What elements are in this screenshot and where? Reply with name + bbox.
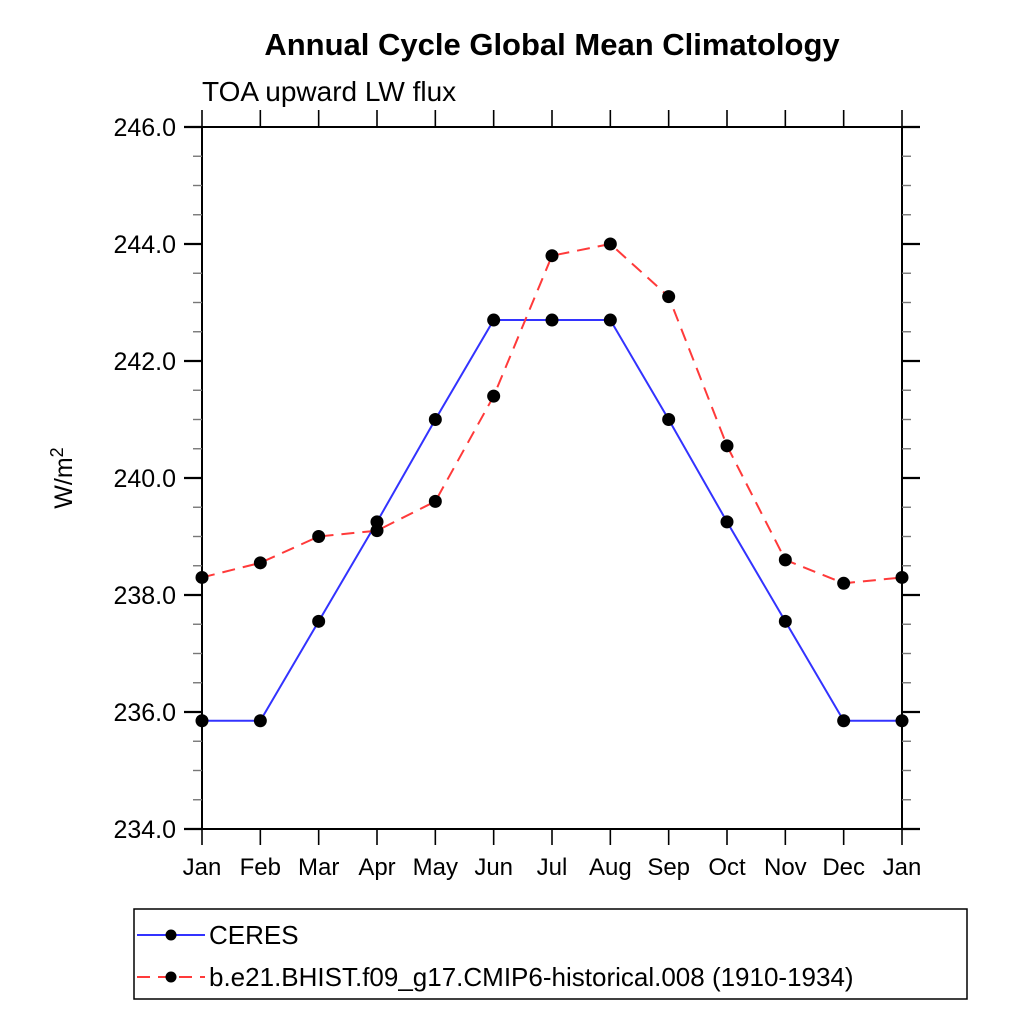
data-point-marker: [603, 237, 617, 251]
data-point-marker: [837, 714, 851, 728]
data-point-marker: [895, 570, 909, 584]
x-tick-label: Jan: [183, 854, 222, 881]
data-point-marker: [487, 313, 501, 327]
x-tick-label: Aug: [589, 854, 632, 881]
data-point-marker: [428, 413, 442, 426]
y-axis-title: W/m2: [47, 447, 78, 508]
x-tick-label: Jun: [474, 854, 513, 881]
chart-title: Annual Cycle Global Mean Climatology: [264, 27, 840, 62]
data-point-marker: [720, 515, 734, 529]
legend-marker: [165, 971, 177, 983]
data-point-marker: [312, 614, 326, 628]
y-tick-label: 246.0: [113, 114, 176, 142]
data-point-marker: [662, 413, 676, 426]
data-point-marker: [662, 290, 676, 304]
legend: CERES b.e21.BHIST.f09_g17.CMIP6-historica…: [133, 908, 968, 1000]
y-tick-label: 236.0: [113, 699, 176, 727]
data-point-marker: [778, 553, 792, 567]
series-line-model: [201, 242, 903, 585]
data-point-marker: [253, 714, 267, 728]
data-point-marker: [720, 439, 734, 453]
data-point-marker: [428, 494, 442, 508]
y-tick-label: 242.0: [113, 348, 176, 376]
y-tick-label: 244.0: [113, 231, 176, 259]
x-tick-label: May: [413, 854, 458, 881]
legend-label: b.e21.BHIST.f09_g17.CMIP6-historical.008…: [209, 962, 854, 992]
legend-label: CERES: [209, 920, 299, 950]
x-tick-label: Mar: [298, 854, 339, 881]
plot-area: 234.0 236.0 238.0 240.0 242.0 244.0 246.0 Jan Fe…: [47, 110, 921, 881]
data-point-marker: [837, 576, 851, 590]
data-point-marker: [487, 389, 501, 403]
x-tick-label: Apr: [358, 854, 395, 881]
data-point-marker: [195, 570, 209, 584]
data-point-marker: [545, 313, 559, 327]
data-point-marker: [195, 714, 209, 728]
data-point-marker: [895, 714, 909, 728]
series-line-ceres: [202, 319, 902, 722]
y-tick-label: 240.0: [113, 465, 176, 493]
x-tick-label: Oct: [708, 854, 746, 881]
x-tick-label: Jan: [883, 854, 922, 881]
data-point-marker: [312, 530, 326, 543]
plot-frame: [201, 126, 903, 830]
data-point-marker: [545, 249, 559, 263]
x-tick-label: Jul: [537, 854, 568, 881]
data-point-marker: [370, 524, 384, 538]
x-tick-label: Nov: [764, 854, 807, 881]
chart-subtitle: TOA upward LW flux: [202, 76, 456, 107]
data-point-marker: [778, 614, 792, 628]
data-point-marker: [253, 556, 267, 570]
legend-marker: [165, 929, 177, 941]
y-tick-label: 238.0: [113, 582, 176, 610]
x-tick-label: Sep: [647, 854, 690, 881]
x-tick-label: Dec: [822, 854, 865, 881]
legend-box: [133, 908, 968, 1000]
data-point-marker: [603, 313, 617, 327]
y-tick-label: 234.0: [113, 816, 176, 844]
x-tick-label: Feb: [240, 854, 281, 881]
